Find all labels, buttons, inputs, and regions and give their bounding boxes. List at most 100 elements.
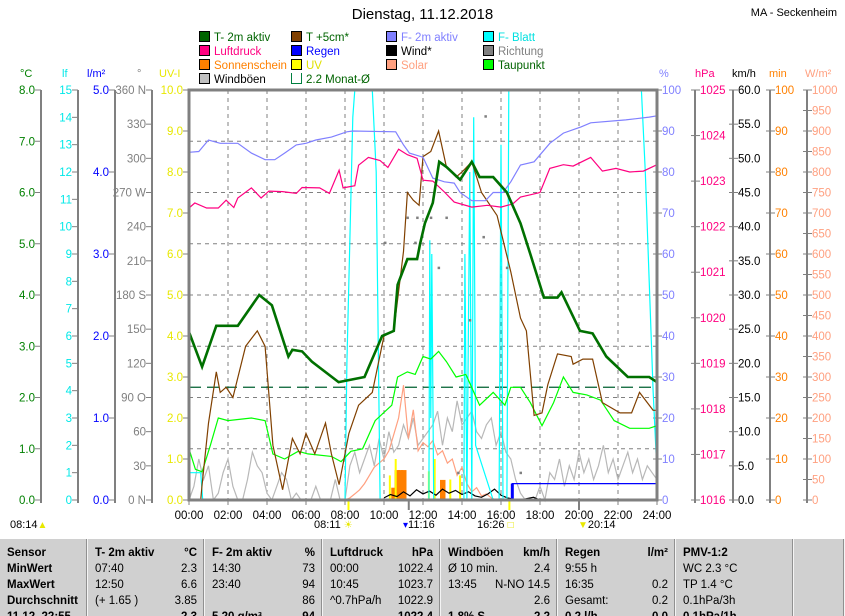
axis-tick-label: 50	[812, 475, 825, 487]
axis-tick-label: 30	[775, 372, 788, 384]
axis-tick-label: 5.0	[19, 239, 35, 251]
axis-tick-label: 1023	[700, 176, 726, 188]
table-cell-value: 1022.4	[398, 609, 433, 616]
axis-tick-label: 300	[127, 153, 146, 165]
axis-tick-label: 10	[662, 454, 675, 466]
axis-tick-label: 15	[59, 85, 72, 97]
legend-label: Windböen	[214, 74, 266, 86]
table-cell-row: (+ 1.65 ) 3.85	[88, 593, 204, 609]
axis-tick-label: 4.0	[93, 167, 109, 179]
table-cell-row: 07:40 2.3	[88, 561, 204, 577]
legend-swatch	[199, 59, 210, 70]
axis-tick-label: 500	[812, 290, 831, 302]
axis-tick-label: 10.0	[161, 85, 183, 97]
column-header-label: Luftdruck	[330, 547, 384, 559]
series-luftdruck-line	[188, 148, 658, 209]
legend-swatch	[386, 59, 397, 70]
axis-tick-label: 8.0	[19, 85, 35, 97]
axis-tick-label: 14	[59, 112, 72, 124]
table-cell-value: 0.0	[652, 609, 668, 616]
axis-tick-label: 210	[127, 256, 146, 268]
table-cell-value: 3.85	[174, 595, 197, 607]
axis-tick-label: 80	[775, 167, 788, 179]
legend-swatch	[386, 31, 397, 42]
axis-tick-label: 100	[775, 85, 794, 97]
legend-label: Sonnenschein	[214, 60, 287, 72]
axis-tick-label: 5	[66, 358, 72, 370]
table-cell-row: 12:50 6.6	[88, 577, 204, 593]
axis-tick-label: 1018	[700, 404, 726, 416]
axis-tick-label: 7.0	[19, 136, 35, 148]
axis-tick-label: 6.0	[167, 249, 183, 261]
axis-unit-hum: %	[659, 68, 669, 80]
axis-tick-label: 3.0	[167, 372, 183, 384]
table-cell-row: 86	[205, 593, 322, 609]
moon-marker: ▼20:14	[578, 519, 615, 531]
sun-marker: 08:14▲	[10, 519, 47, 531]
axis-tick-label: 5.0	[167, 290, 183, 302]
axis-tick-label: 2.0	[167, 413, 183, 425]
axis-tick-label: 250	[812, 393, 831, 405]
table-cell-left: TP 1.4 °C	[683, 579, 733, 591]
axis-tick-label: 1000	[812, 85, 838, 97]
table-cell-left: ^0.7hPa/h	[330, 595, 382, 607]
noon-icon: ▾	[403, 520, 409, 531]
axis-tick-label: 1024	[700, 131, 726, 143]
legend-swatch	[291, 45, 302, 56]
direction-dot	[437, 266, 441, 270]
axis-tick-label: 1017	[700, 449, 726, 461]
series-richtung	[383, 115, 522, 475]
table-cell-left: Gesamt:	[565, 595, 609, 607]
series-f-2m-aktiv-line	[188, 115, 658, 202]
sunset-marker: 16:26 □	[477, 519, 514, 531]
axis-tick-label: 10	[59, 222, 72, 234]
table-cell-row: 1022.4	[323, 609, 440, 616]
axis-tick-label: 270 W	[113, 188, 146, 200]
x-axis-tick-label: 02:00	[214, 510, 243, 522]
direction-dot	[414, 241, 417, 245]
table-cell-value: 6.6	[181, 579, 197, 591]
direction-dot	[445, 216, 448, 220]
axis-tick-label: 0.0	[19, 495, 35, 507]
axis-tick-label: 700	[812, 208, 831, 220]
axis-tick-label: 100	[812, 454, 831, 466]
axis-tick-label: 11	[60, 194, 72, 206]
station-location: MA - Seckenheim	[750, 7, 837, 19]
axis-tick-label: 850	[812, 147, 831, 159]
table-cell-row: 0.2 l/h 0.0	[558, 609, 675, 616]
noon-time: 11:16	[408, 519, 435, 531]
column-header-label: Windböen	[448, 547, 504, 559]
axis-tick-label: 30	[662, 372, 675, 384]
legend-swatch	[199, 31, 210, 42]
axis-tick-label: 40	[662, 331, 675, 343]
direction-dot	[468, 319, 472, 322]
legend-item-regen: Regen	[291, 45, 340, 58]
legend-label: F- 2m aktiv	[401, 32, 458, 44]
axis-tick-label: 200	[812, 413, 831, 425]
axis-tick-label: 0	[775, 495, 781, 507]
table-column-header: F- 2m aktiv%	[205, 545, 322, 561]
table-cell-value: 86	[302, 595, 315, 607]
legend-item-uv: UV	[291, 59, 322, 72]
legend-item-f2m: F- 2m aktiv	[386, 31, 458, 44]
table-cell-row: 0.1hPa/1h	[676, 609, 793, 616]
table-cell-value: 94	[302, 609, 315, 616]
sun-marker-time: 08:14	[10, 519, 38, 531]
table-cell-left: 0.1hPa/3h	[683, 595, 736, 607]
x-axis-tick-label: 12:00	[409, 510, 438, 522]
direction-dot	[484, 115, 487, 118]
table-cell-left: 0.1hPa/1h	[683, 609, 737, 616]
legend-label: Richtung	[498, 46, 544, 58]
table-cell-row: 2.3	[88, 609, 204, 616]
axis-tick-label: 20	[662, 413, 675, 425]
table-cell-left: 14:30	[212, 563, 241, 575]
axis-tick-label: 3	[66, 413, 72, 425]
axis-tick-label: 20.0	[738, 358, 760, 370]
axis-tick-label: 40.0	[738, 222, 760, 234]
table-cell-row: TP 1.4 °C	[676, 577, 793, 593]
table-empty-column	[794, 539, 845, 616]
axis-tick-label: 0	[812, 495, 818, 507]
axis-tick-label: 8	[66, 276, 72, 288]
axis-tick-label: 5.0	[738, 461, 754, 473]
moon-icon: ▼	[578, 520, 588, 531]
